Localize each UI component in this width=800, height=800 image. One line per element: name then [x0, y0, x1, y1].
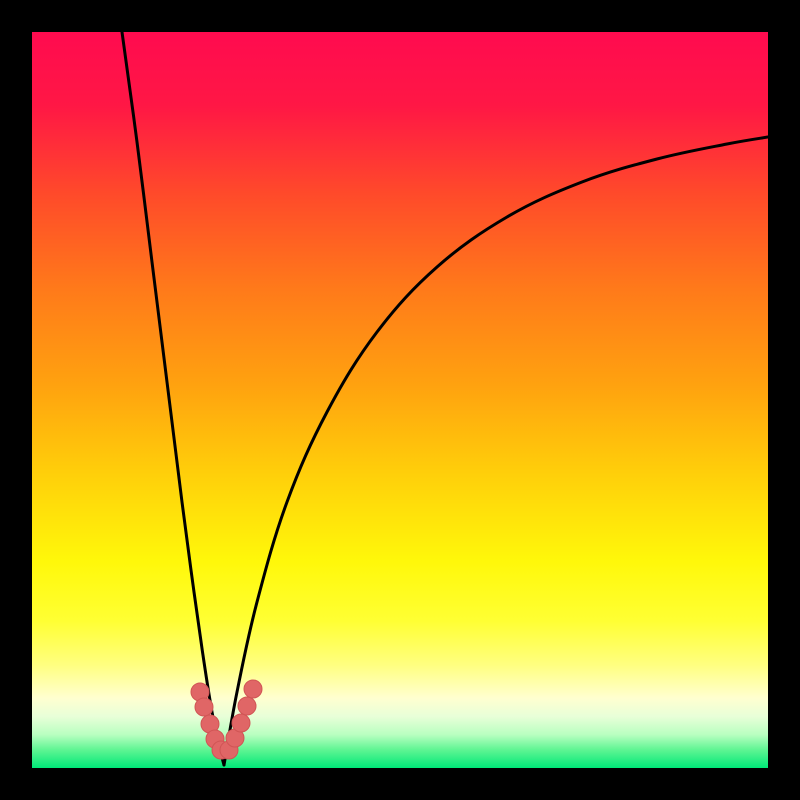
- stage: TheBottleneck.com: [0, 0, 800, 800]
- data-marker: [244, 680, 262, 698]
- data-marker: [238, 697, 256, 715]
- data-marker: [232, 714, 250, 732]
- chart-svg: [0, 0, 800, 800]
- data-marker: [195, 698, 213, 716]
- chart-background: [32, 32, 768, 768]
